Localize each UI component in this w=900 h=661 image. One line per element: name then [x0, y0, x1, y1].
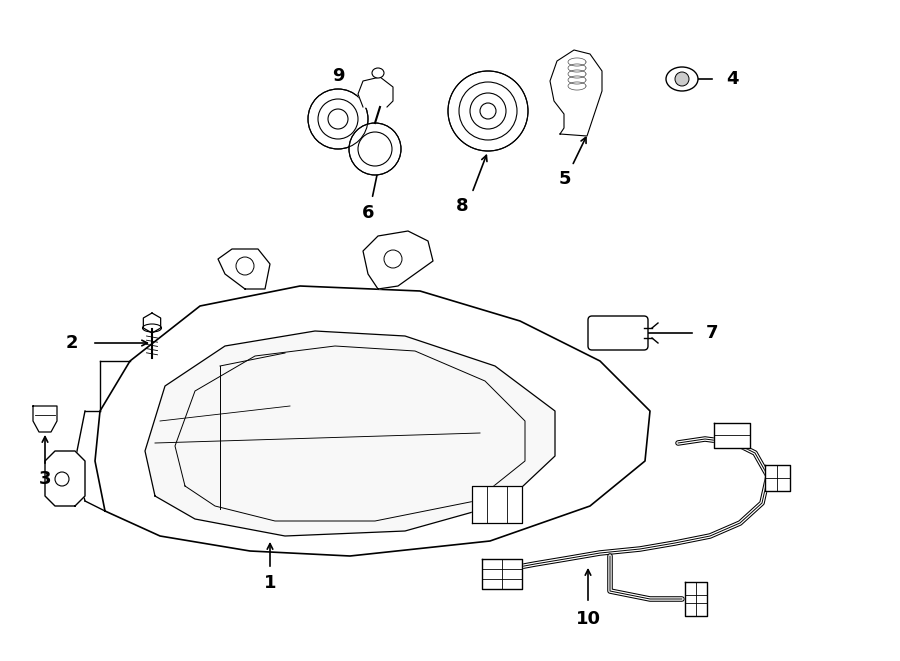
Ellipse shape: [666, 67, 698, 91]
Polygon shape: [685, 582, 707, 616]
Circle shape: [448, 71, 528, 151]
Text: 4: 4: [725, 70, 738, 88]
Ellipse shape: [372, 68, 384, 78]
Polygon shape: [95, 286, 650, 556]
Text: 8: 8: [455, 197, 468, 215]
Circle shape: [318, 99, 358, 139]
Polygon shape: [145, 331, 555, 536]
Text: 10: 10: [575, 610, 600, 628]
Text: 6: 6: [362, 204, 374, 222]
Polygon shape: [765, 465, 790, 491]
Circle shape: [675, 72, 689, 86]
Circle shape: [480, 103, 496, 119]
Polygon shape: [45, 451, 85, 506]
Polygon shape: [218, 249, 270, 289]
Ellipse shape: [142, 324, 161, 332]
Polygon shape: [472, 486, 522, 523]
Circle shape: [308, 89, 368, 149]
Polygon shape: [482, 559, 522, 589]
Polygon shape: [143, 313, 161, 333]
Circle shape: [358, 132, 392, 166]
Text: 1: 1: [264, 574, 276, 592]
Polygon shape: [550, 50, 602, 136]
Polygon shape: [363, 231, 433, 289]
Circle shape: [470, 93, 506, 129]
Circle shape: [459, 82, 517, 140]
Polygon shape: [33, 406, 57, 432]
Text: 5: 5: [559, 170, 572, 188]
Text: 9: 9: [332, 67, 344, 85]
Circle shape: [349, 123, 401, 175]
Text: 2: 2: [66, 334, 78, 352]
Polygon shape: [358, 77, 393, 107]
Circle shape: [328, 109, 348, 129]
Polygon shape: [714, 423, 750, 448]
Text: 7: 7: [706, 324, 718, 342]
FancyBboxPatch shape: [588, 316, 648, 350]
Text: 3: 3: [39, 470, 51, 488]
